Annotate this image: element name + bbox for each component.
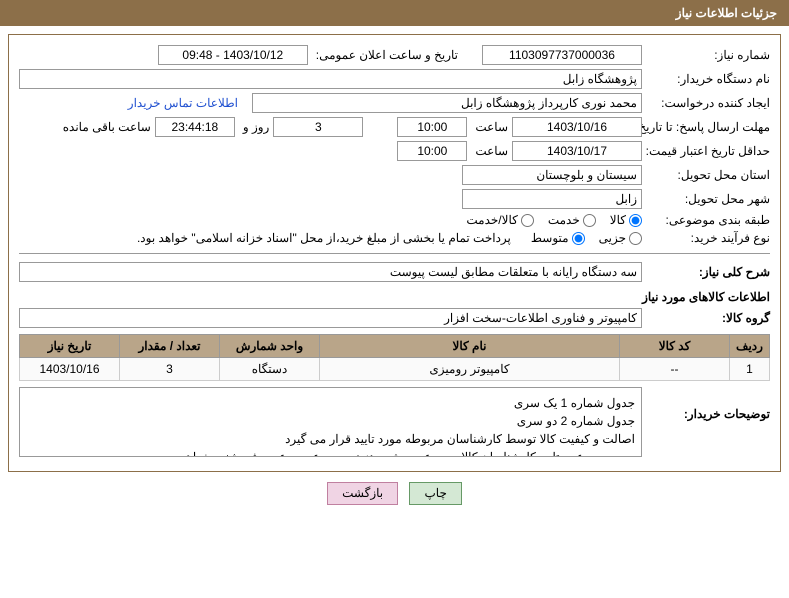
back-button[interactable]: بازگشت [327, 482, 398, 505]
form-panel: شماره نیاز: تاریخ و ساعت اعلان عمومی: نا… [8, 34, 781, 472]
contact-link[interactable]: اطلاعات تماس خریدار [128, 96, 238, 110]
remarks-box[interactable]: جدول شماره 1 یک سری جدول شماره 2 دو سری … [19, 387, 642, 457]
desc-label: شرح کلی نیاز: [650, 265, 770, 279]
announce-label: تاریخ و ساعت اعلان عمومی: [316, 48, 458, 62]
desc-input[interactable] [19, 262, 642, 282]
req-no-label: شماره نیاز: [650, 48, 770, 62]
deadline-time-label: ساعت [475, 120, 508, 134]
process-note: پرداخت تمام یا بخشی از مبلغ خرید،از محل … [137, 231, 511, 245]
countdown-input[interactable] [155, 117, 235, 137]
buyer-input[interactable] [19, 69, 642, 89]
group-input[interactable] [19, 308, 642, 328]
goods-table: ردیف کد کالا نام کالا واحد شمارش تعداد /… [19, 334, 770, 381]
validity-time-input[interactable] [397, 141, 467, 161]
validity-time-label: ساعت [475, 144, 508, 158]
validity-label: حداقل تاریخ اعتبار قیمت: تا تاریخ: [650, 144, 770, 158]
th-row: ردیف [730, 335, 770, 358]
province-label: استان محل تحویل: [650, 168, 770, 182]
group-label: گروه کالا: [650, 311, 770, 325]
th-unit: واحد شمارش [220, 335, 320, 358]
province-input[interactable] [462, 165, 642, 185]
city-input[interactable] [462, 189, 642, 209]
cat-radio-2[interactable]: خدمت [548, 213, 596, 227]
remaining-label: ساعت باقی مانده [63, 120, 151, 134]
requester-label: ایجاد کننده درخواست: [650, 96, 770, 110]
th-qty: تعداد / مقدار [120, 335, 220, 358]
th-date: تاریخ نیاز [20, 335, 120, 358]
page-header: جزئیات اطلاعات نیاز [0, 0, 789, 26]
print-button[interactable]: چاپ [409, 482, 461, 505]
process-label: نوع فرآیند خرید: [650, 231, 770, 245]
announce-input[interactable] [158, 45, 308, 65]
validity-date-input[interactable] [512, 141, 642, 161]
cat-radio-1[interactable]: کالا [610, 213, 642, 227]
req-no-input[interactable] [482, 45, 642, 65]
buyer-label: نام دستگاه خریدار: [650, 72, 770, 86]
deadline-label: مهلت ارسال پاسخ: تا تاریخ: [650, 120, 770, 134]
category-label: طبقه بندی موضوعی: [650, 213, 770, 227]
goods-heading: اطلاعات کالاهای مورد نیاز [642, 290, 770, 304]
th-name: نام کالا [320, 335, 620, 358]
proc-radio-1[interactable]: جزیی [599, 231, 642, 245]
days-input[interactable] [273, 117, 363, 137]
deadline-time-input[interactable] [397, 117, 467, 137]
city-label: شهر محل تحویل: [650, 192, 770, 206]
days-text: روز و [243, 120, 270, 134]
table-row: 1 -- کامپیوتر رومیزی دستگاه 3 1403/10/16 [20, 358, 770, 381]
proc-radio-2[interactable]: متوسط [531, 231, 585, 245]
remarks-label: توضیحات خریدار: [650, 407, 770, 421]
deadline-date-input[interactable] [512, 117, 642, 137]
requester-input[interactable] [252, 93, 642, 113]
cat-radio-3[interactable]: کالا/خدمت [466, 213, 533, 227]
th-code: کد کالا [620, 335, 730, 358]
